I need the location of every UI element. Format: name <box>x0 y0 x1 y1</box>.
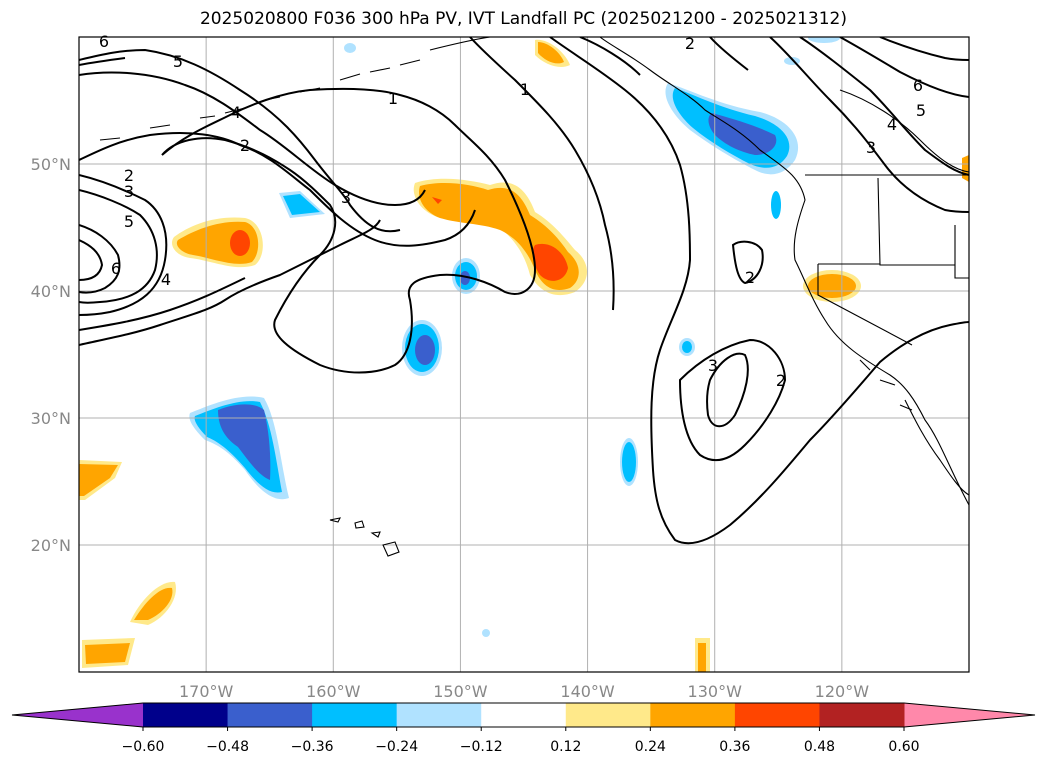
colorbar-segment <box>650 703 736 727</box>
contour-label: 3 <box>708 356 718 375</box>
longitude-tick-label: 150°W <box>433 682 488 701</box>
contour-label: 2 <box>685 34 695 53</box>
contour-label: 6 <box>913 76 923 95</box>
contour-label: 3 <box>866 138 876 157</box>
map-border <box>78 36 970 673</box>
contour-labels: 6 5 4 2 1 1 3 2 3 5 6 4 2 2 3 2 6 5 4 3 <box>99 32 926 390</box>
positive-shading-layer <box>79 39 969 672</box>
pv-contours <box>79 37 969 545</box>
colorbar-tick-label: −0.12 <box>460 739 503 755</box>
colorbar-tick-label: 0.60 <box>888 739 919 755</box>
colorbar: −0.60 −0.48 −0.36 −0.24 −0.12 0.12 0.24 0.36 0.4… <box>11 702 1036 755</box>
colorbar-tick-label: 0.12 <box>550 739 581 755</box>
coastlines <box>99 37 969 557</box>
colorbar-tick-label: 0.36 <box>719 739 750 755</box>
contour-label: 1 <box>520 80 530 99</box>
colorbar-segment <box>819 703 905 727</box>
contour-label: 6 <box>111 259 121 278</box>
contour-label: 4 <box>887 115 897 134</box>
contour-label: 4 <box>231 103 241 122</box>
longitude-tick-label: 170°W <box>179 682 234 701</box>
colorbar-tick-label: −0.48 <box>206 739 249 755</box>
contour-label: 3 <box>341 188 351 207</box>
colorbar-tick-label: −0.24 <box>375 739 418 755</box>
latitude-tick-label: 20°N <box>31 536 71 555</box>
latitude-tick-labels: 50°N 40°N 30°N 20°N <box>31 155 71 555</box>
contour-label: 2 <box>745 268 755 287</box>
map-panel <box>79 37 969 672</box>
contour-label: 5 <box>124 212 134 231</box>
colorbar-segment <box>396 703 482 727</box>
map-title: 2025020800 F036 300 hPa PV, IVT Landfall… <box>199 9 847 29</box>
longitude-tick-label: 120°W <box>815 682 870 701</box>
gridlines <box>79 37 969 672</box>
longitude-tick-label: 160°W <box>306 682 361 701</box>
latitude-tick-label: 40°N <box>31 282 71 301</box>
contour-label: 2 <box>776 371 786 390</box>
colorbar-tick-label: 0.48 <box>804 739 835 755</box>
latitude-tick-label: 50°N <box>31 155 71 174</box>
contour-label: 2 <box>124 166 134 185</box>
colorbar-extend-min <box>12 703 143 727</box>
colorbar-tick-label: −0.60 <box>122 739 165 755</box>
contour-label: 5 <box>173 52 183 71</box>
colorbar-tick-label: 0.24 <box>635 739 666 755</box>
contour-label: 4 <box>161 270 171 289</box>
colorbar-segment <box>734 703 820 727</box>
colorbar-segment <box>143 703 229 727</box>
contour-label: 5 <box>916 101 926 120</box>
contour-label: 6 <box>99 32 109 51</box>
contour-label: 2 <box>240 136 250 155</box>
longitude-tick-label: 140°W <box>560 682 615 701</box>
contour-label: 3 <box>124 182 134 201</box>
colorbar-segment <box>312 703 398 727</box>
longitude-tick-labels: 170°W 160°W 150°W 140°W 130°W 120°W <box>179 682 869 701</box>
latitude-tick-label: 30°N <box>31 409 71 428</box>
contour-label: 1 <box>388 89 398 108</box>
colorbar-segment <box>481 703 567 727</box>
colorbar-segment <box>565 703 651 727</box>
colorbar-segment <box>227 703 313 727</box>
colorbar-extend-max <box>904 703 1035 727</box>
colorbar-tick-label: −0.36 <box>291 739 334 755</box>
longitude-tick-label: 130°W <box>688 682 743 701</box>
